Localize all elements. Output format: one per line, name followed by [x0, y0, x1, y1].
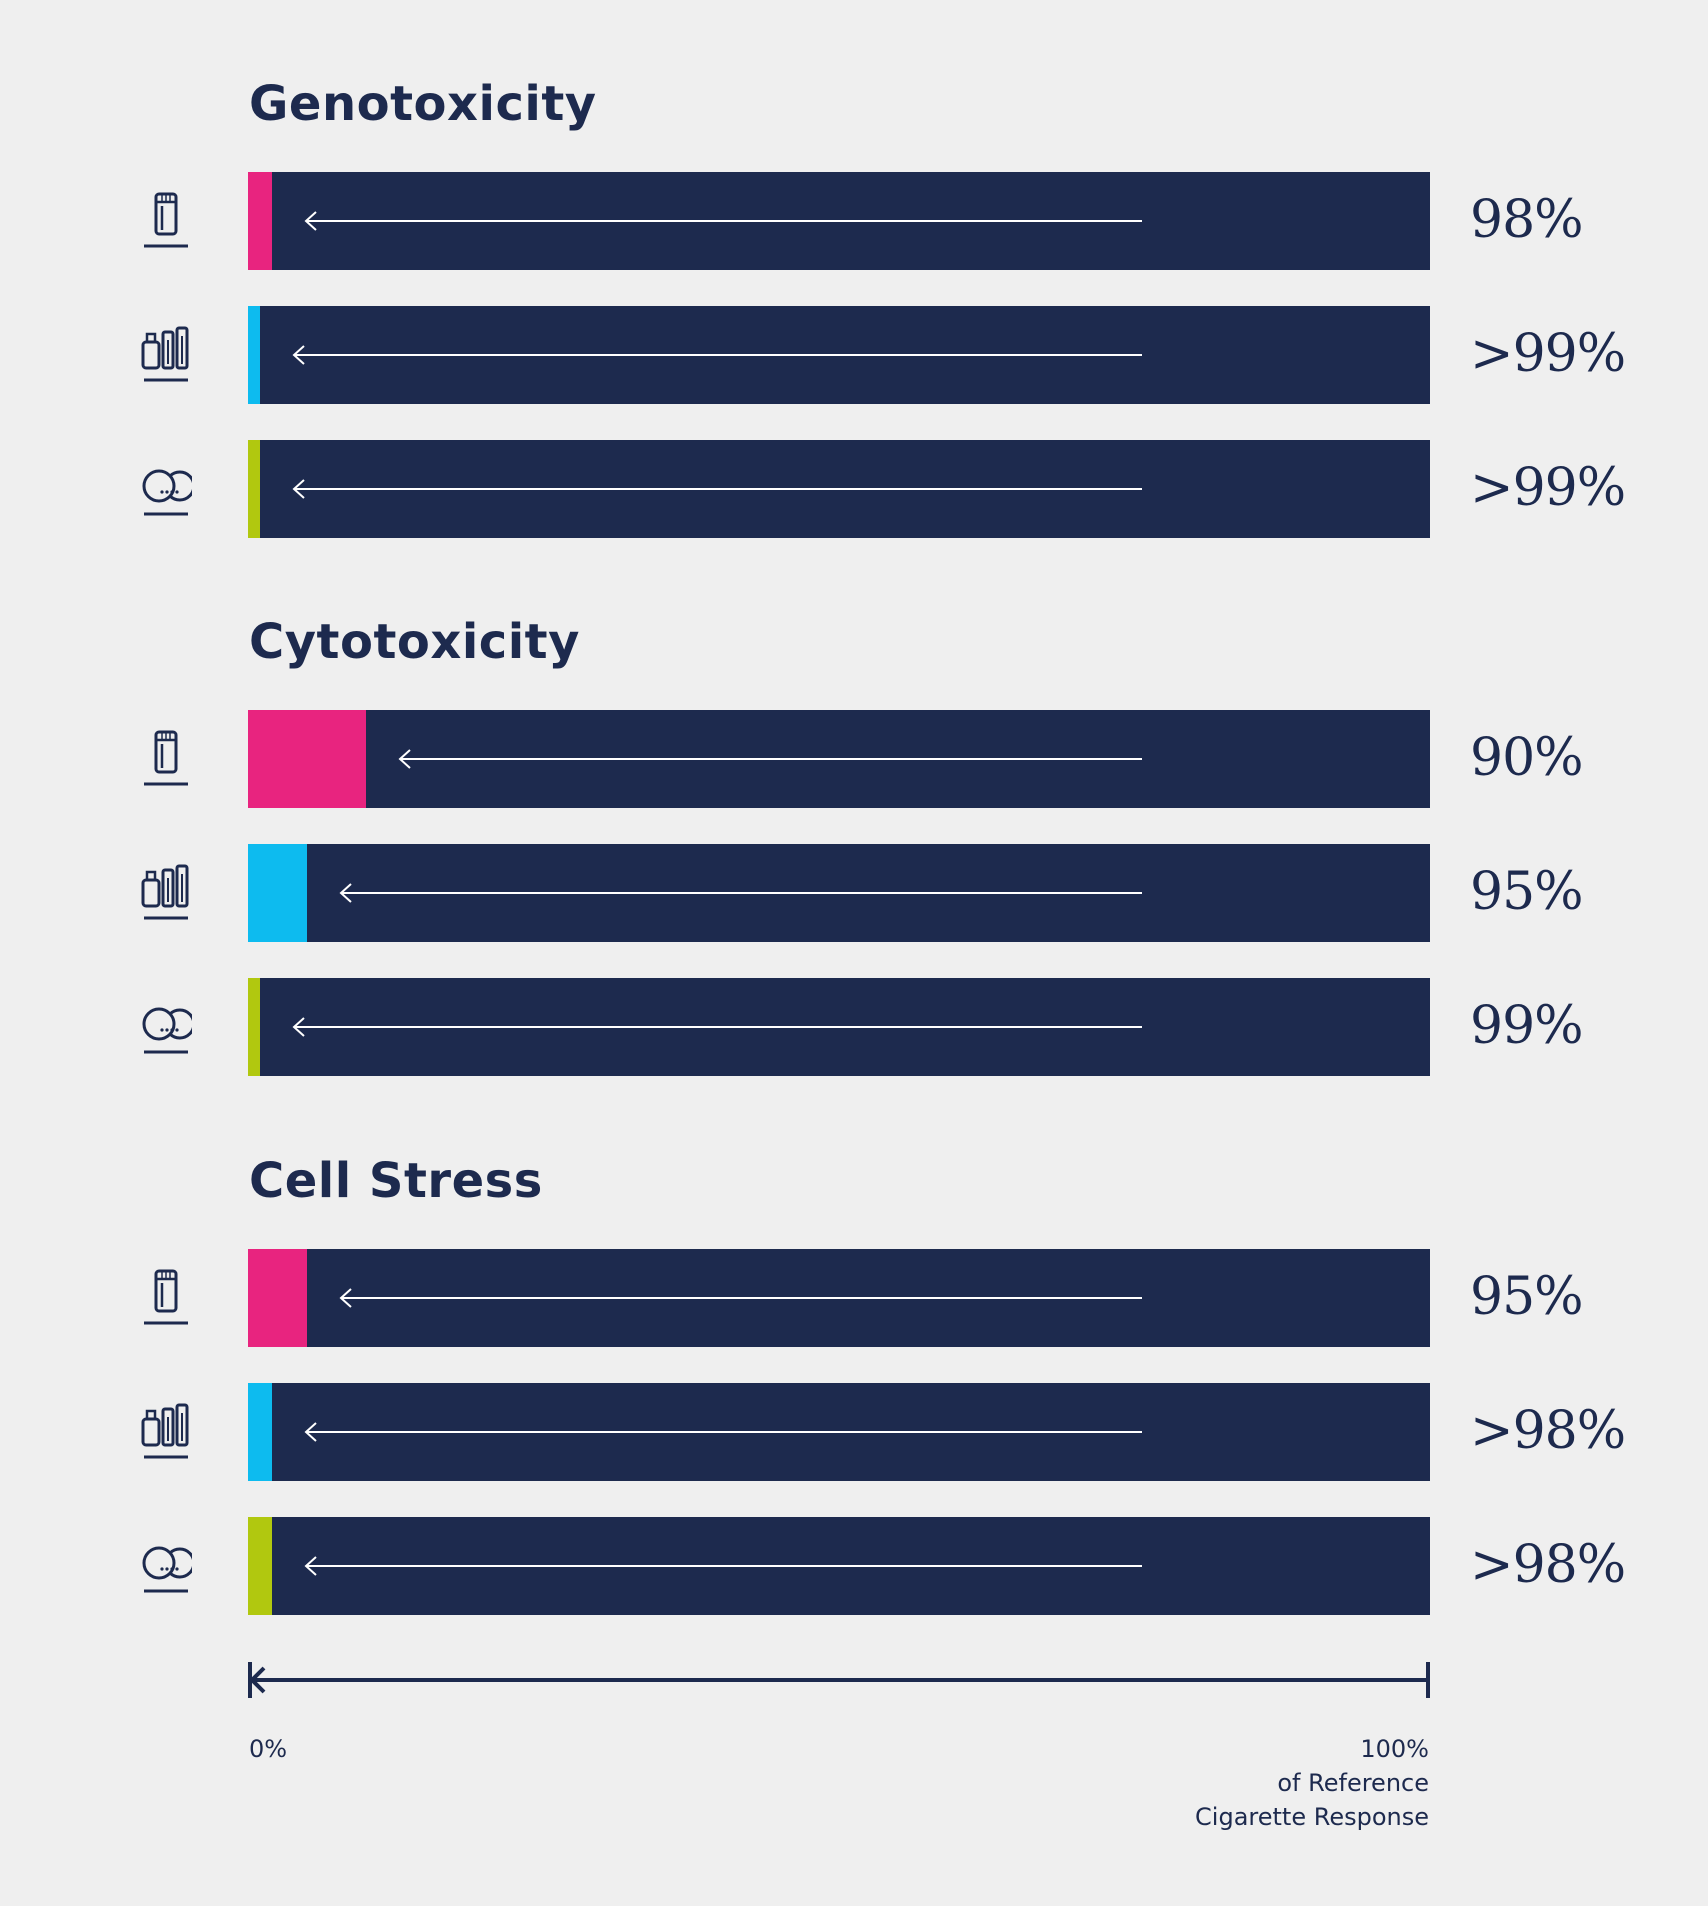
bar-track — [248, 306, 1430, 404]
bar-track — [248, 440, 1430, 538]
bar-track — [248, 1383, 1430, 1481]
group-title: Genotoxicity — [249, 76, 597, 132]
axis-min-label: 0% — [249, 1735, 288, 1763]
reduction-arrow — [292, 345, 1142, 365]
bar-value-label: >99% — [1470, 458, 1626, 518]
heated-tobacco-device-icon — [144, 192, 188, 248]
reduction-arrow — [304, 211, 1142, 231]
vape-devices-icon — [141, 326, 189, 382]
vape-devices-icon — [141, 1403, 189, 1459]
bar-value-label: >98% — [1470, 1401, 1626, 1461]
vape-devices-icon — [141, 864, 189, 920]
reduction-arrow — [292, 479, 1142, 499]
axis-max-caption-line1: of Reference — [1277, 1769, 1429, 1797]
reduction-arrow — [339, 1288, 1142, 1308]
nicotine-pouch-icon — [142, 469, 192, 516]
reduction-arrow — [398, 749, 1142, 769]
bar-value-label: 95% — [1470, 1267, 1584, 1327]
x-axis — [248, 1662, 1430, 1698]
group-title: Cell Stress — [249, 1153, 543, 1209]
bar-value-label: 98% — [1470, 190, 1584, 250]
bar-fill — [248, 172, 272, 270]
reduction-arrow — [304, 1556, 1142, 1576]
bar-value-label: 90% — [1470, 728, 1584, 788]
bar-track — [248, 172, 1430, 270]
bar-fill — [248, 306, 260, 404]
bar-fill — [248, 978, 260, 1076]
nicotine-pouch-icon — [142, 1007, 192, 1054]
bar-value-label: >98% — [1470, 1535, 1626, 1595]
axis-max-label: 100% of Reference Cigarette Response — [1195, 1732, 1429, 1834]
bar-fill — [248, 440, 260, 538]
reduction-arrow — [292, 1017, 1142, 1037]
reduction-arrow — [304, 1422, 1142, 1442]
nicotine-pouch-icon — [142, 1546, 192, 1593]
bar-fill — [248, 1383, 272, 1481]
bar-fill — [248, 1517, 272, 1615]
bar-track — [248, 978, 1430, 1076]
reduction-arrow — [339, 883, 1142, 903]
bar-track — [248, 1249, 1430, 1347]
axis-max-caption-line2: Cigarette Response — [1195, 1803, 1429, 1831]
bar-value-label: >99% — [1470, 324, 1626, 384]
bar-fill — [248, 844, 307, 942]
heated-tobacco-device-icon — [144, 730, 188, 786]
bar-fill — [248, 710, 366, 808]
heated-tobacco-device-icon — [144, 1269, 188, 1325]
bar-value-label: 99% — [1470, 996, 1584, 1056]
group-title: Cytotoxicity — [249, 614, 580, 670]
bar-value-label: 95% — [1470, 862, 1584, 922]
bar-track — [248, 1517, 1430, 1615]
bar-track — [248, 844, 1430, 942]
bar-track — [248, 710, 1430, 808]
axis-max-value: 100% — [1360, 1735, 1429, 1763]
bar-fill — [248, 1249, 307, 1347]
